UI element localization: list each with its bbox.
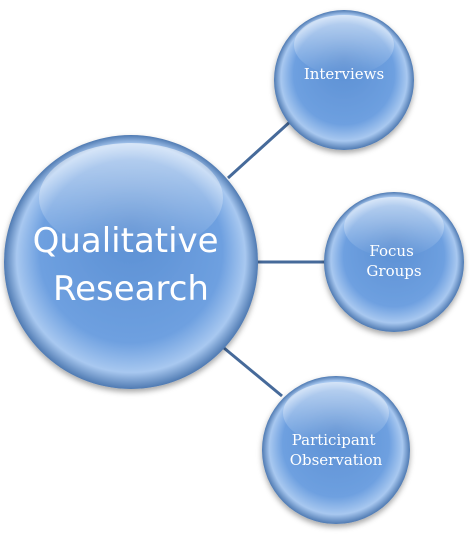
node-qualitative-research-line-1: Qualitative	[33, 221, 219, 261]
node-focus-groups: Focus Groups	[324, 192, 464, 332]
node-qualitative-research-line-2: Research	[53, 269, 209, 309]
connector-interviews	[226, 118, 294, 180]
node-participant-observation: Participant Observation	[262, 376, 410, 524]
node-interviews-line-1: Interviews	[304, 65, 384, 83]
svg-text:Interviews: Interviews	[304, 65, 384, 83]
node-participant-observation-line-1: Participant	[292, 431, 376, 449]
svg-text:Participant Observation: Participant Observation	[290, 431, 383, 469]
node-interviews: Interviews	[274, 10, 414, 150]
node-qualitative-research: Qualitative Research	[4, 135, 258, 389]
node-participant-observation-line-2: Observation	[290, 451, 383, 469]
connector-participant-observation	[223, 346, 283, 398]
svg-text:Qualitative Research: Qualitative Research	[33, 221, 230, 309]
svg-text:Focus Groups: Focus Groups	[366, 242, 421, 280]
node-focus-groups-line-1: Focus	[369, 242, 413, 260]
node-focus-groups-line-2: Groups	[366, 262, 421, 280]
